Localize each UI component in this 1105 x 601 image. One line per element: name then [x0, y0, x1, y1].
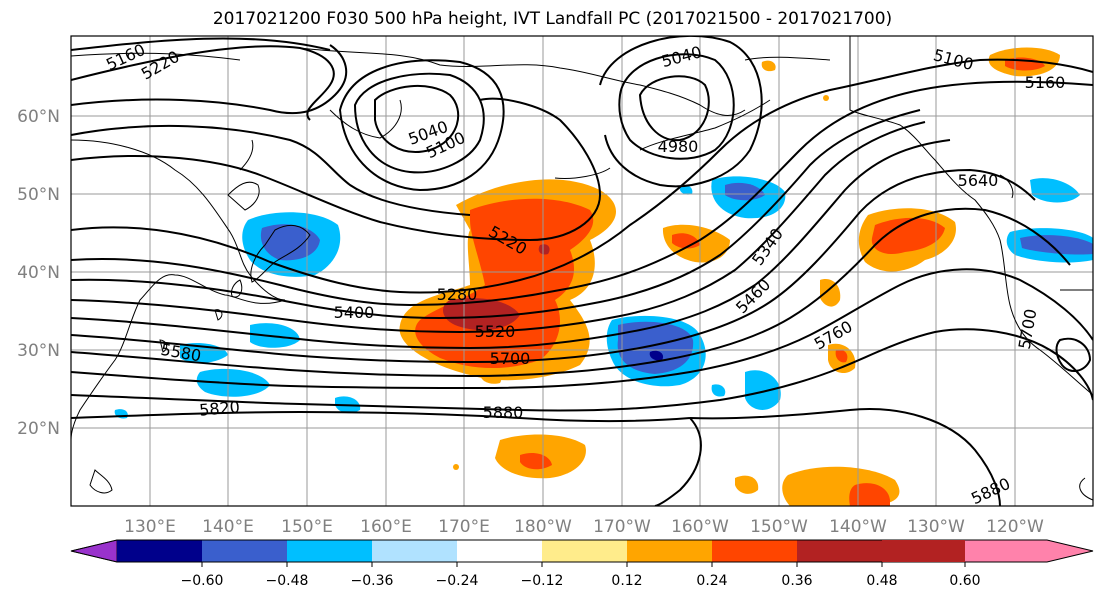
contour-label: 4980: [658, 137, 699, 156]
lat-label: 40°N: [17, 263, 60, 283]
lon-label: 150°W: [750, 517, 808, 537]
contour-label: 5880: [483, 403, 524, 422]
colorbar: [70, 539, 1094, 563]
lat-label: 30°N: [17, 341, 60, 361]
colorbar-segment: [712, 540, 797, 562]
lon-label: 160°E: [360, 517, 412, 537]
colorbar-tick-label: 0.36: [781, 573, 812, 589]
colorbar-segment: [542, 540, 627, 562]
colorbar-tick-label: −0.12: [521, 573, 564, 589]
colorbar-segment: [457, 540, 542, 562]
latitude-labels: 60°N 50°N 40°N 30°N 20°N: [17, 107, 60, 439]
colorbar-tick-labels: −0.60 −0.48 −0.36 −0.24 −0.12 0.12 0.24 …: [181, 573, 981, 589]
colorbar-segment: [372, 540, 457, 562]
colorbar-tick-label: −0.24: [436, 573, 479, 589]
colorbar-outline: [70, 539, 1094, 563]
coastlines: [71, 36, 1093, 501]
contour-label: 5820: [198, 397, 240, 419]
lon-label: 140°W: [829, 517, 887, 537]
contour-label: 5520: [475, 322, 516, 341]
contour-label: 5400: [334, 303, 375, 322]
ivt-negative-shading: [114, 176, 1093, 419]
colorbar-segment: [117, 540, 202, 562]
colorbar-segment: [202, 540, 287, 562]
map-title: 2017021200 F030 500 hPa height, IVT Land…: [212, 9, 893, 29]
lat-label: 50°N: [17, 185, 60, 205]
colorbar-ticks: [201, 562, 966, 567]
colorbar-tick-label: 0.12: [611, 573, 642, 589]
longitude-labels: 130°E 140°E 150°E 160°E 170°E 180°W 170°…: [124, 517, 1044, 537]
contour-label: 5700: [490, 349, 531, 368]
colorbar-low-extend: [70, 539, 118, 563]
map-frame: [70, 35, 1094, 507]
colorbar-tick-label: 0.24: [696, 573, 727, 589]
contour-label: 5640: [958, 171, 999, 190]
lon-label: 130°E: [124, 517, 176, 537]
lon-label: 120°W: [986, 517, 1044, 537]
lat-label: 60°N: [17, 107, 60, 127]
lon-label: 170°E: [438, 517, 490, 537]
colorbar-segment: [627, 540, 712, 562]
lon-label: 180°W: [514, 517, 572, 537]
lon-label: 170°W: [593, 517, 651, 537]
colorbar-tick-label: −0.36: [351, 573, 394, 589]
lon-label: 140°E: [202, 517, 254, 537]
lon-label: 150°E: [281, 517, 333, 537]
colorbar-tick-label: −0.60: [181, 573, 224, 589]
colorbar-segment: [287, 540, 372, 562]
height-contours: [71, 36, 1093, 506]
contour-label: 5160: [1025, 73, 1066, 92]
lon-label: 160°W: [671, 517, 729, 537]
contour-label: 5280: [437, 285, 478, 304]
map-gridlines: [71, 36, 1093, 506]
colorbar-tick-label: 0.48: [866, 573, 897, 589]
lat-label: 20°N: [17, 419, 60, 439]
colorbar-tick-label: 0.60: [949, 573, 980, 589]
lon-label: 130°W: [907, 517, 965, 537]
colorbar-tick-label: −0.48: [266, 573, 309, 589]
colorbar-segment: [797, 540, 882, 562]
colorbar-segment: [882, 540, 965, 562]
